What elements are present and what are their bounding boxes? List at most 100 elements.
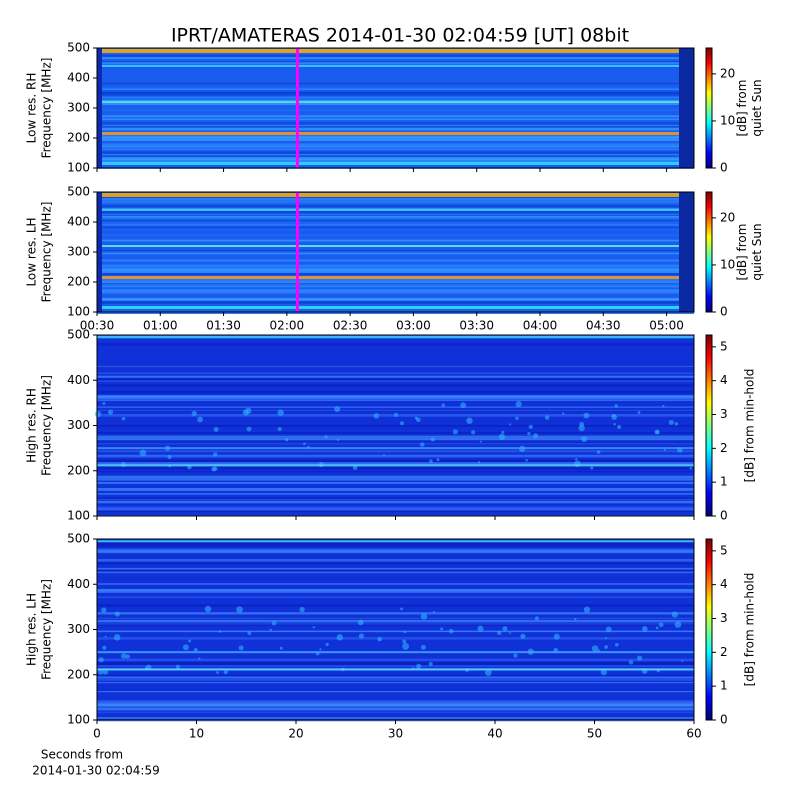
spectrogram-blob [637, 655, 643, 661]
spectrogram-stripe [97, 384, 694, 387]
spectrogram-stripe [97, 514, 694, 517]
spectrogram-stripe [97, 239, 694, 242]
spectrogram-stripe [97, 139, 694, 141]
spectrogram-blob [236, 606, 243, 613]
spectrogram-blob [213, 452, 218, 457]
colorbar [705, 334, 713, 517]
spectrogram-stripe [97, 125, 694, 128]
spectrogram-stripe [97, 57, 694, 60]
spectrogram-blob [352, 465, 358, 470]
y-tick-label: 300 [67, 418, 90, 432]
spectrogram-blob [440, 627, 444, 631]
y-tick-label: 100 [67, 509, 90, 523]
spectrogram-stripe [97, 372, 694, 374]
spectrogram-stripe [97, 251, 694, 254]
spectrogram-stripe [97, 617, 694, 620]
spectrogram-blob [324, 435, 328, 439]
colorbar-tick-label: 5 [720, 339, 728, 353]
spectrogram-stripe [97, 431, 694, 434]
spectrogram-blob [198, 657, 201, 660]
spectrogram-blob [334, 406, 341, 413]
spectrogram-edge [97, 48, 102, 168]
spectrogram-stripe [97, 288, 694, 292]
spectrogram-stripe [97, 87, 694, 90]
spectrogram-stripe [97, 562, 694, 565]
y-tick-label: 200 [67, 463, 90, 477]
spectrogram-blob [269, 628, 272, 632]
spectrogram-stripe [97, 449, 694, 453]
spectrogram-stripe [97, 267, 694, 271]
spectrogram-stripe [97, 57, 694, 59]
spectrogram-blob [299, 606, 305, 613]
spectrogram-band [97, 162, 694, 165]
spectrogram-stripe [97, 99, 694, 102]
x-tick-label: 02:00 [270, 319, 305, 333]
spectrogram-blob [414, 416, 418, 420]
spectrogram-stripe [97, 96, 694, 99]
spectrogram-blob [94, 410, 102, 418]
y-tick-label: 500 [67, 328, 90, 342]
colorbar [705, 538, 713, 721]
spectrogram-stripe [97, 678, 694, 681]
x-tick-label: 04:00 [523, 319, 558, 333]
spectrogram-band [97, 245, 694, 247]
spectrogram-blob [429, 459, 433, 463]
spectrogram-stripe [97, 541, 694, 545]
spectrogram-blob [581, 436, 588, 443]
spectrogram-stripe [97, 123, 694, 126]
spectrogram-blob [246, 426, 252, 432]
spectrogram-stripe [97, 148, 694, 151]
spectrogram-stripe [97, 591, 694, 593]
spectrogram-blob [466, 417, 473, 425]
spectrogram-stripe [97, 205, 694, 209]
spectrogram-blob [613, 422, 616, 426]
spectrogram-stripe [97, 272, 694, 276]
y-axis-label: Low res. RH [25, 73, 39, 144]
y-tick-label: 200 [67, 275, 90, 289]
spectrogram-stripe [97, 493, 694, 496]
colorbar-tick-label: 1 [720, 679, 728, 693]
spectrogram-stripe [97, 409, 694, 412]
spectrogram-stripe [97, 249, 694, 252]
spectrogram-blob [121, 416, 126, 421]
x-tick-label: 04:30 [586, 319, 621, 333]
spectrogram-blob [528, 424, 533, 429]
spectrogram-blob [498, 433, 506, 441]
spectrogram-blob [663, 448, 666, 452]
spectrogram-stripe [97, 108, 694, 111]
y-tick-label: 400 [67, 215, 90, 229]
y-axis-label: Frequency [MHz] [40, 58, 54, 159]
y-tick-label: 200 [67, 667, 90, 681]
spectrogram-stripe [97, 612, 694, 615]
spectrogram-stripe [97, 151, 694, 154]
spectrogram-stripe [97, 583, 694, 585]
spectrogram-blob [575, 457, 578, 461]
colorbar-label: quiet Sun [750, 223, 764, 280]
spectrogram-blob [188, 639, 192, 643]
spectrogram-stripe [97, 154, 694, 158]
spectrogram-stripe [97, 196, 694, 198]
spectrogram-blob [583, 606, 591, 613]
spectrogram-blob [416, 663, 422, 669]
spectrogram-blob [430, 437, 435, 442]
x-tick-label: 50 [587, 727, 602, 741]
spectrogram-blob [101, 607, 107, 613]
spectrogram-blob [104, 635, 107, 638]
spectrogram-blob [402, 639, 407, 644]
spectrogram-blob [501, 430, 505, 434]
y-tick-label: 500 [67, 41, 90, 55]
colorbar-tick-label: 0 [720, 305, 728, 319]
spectrogram-blob [218, 630, 222, 633]
spectrogram-stripe [97, 282, 694, 284]
spectrogram-stripe [97, 199, 694, 201]
spectrogram-blob [139, 449, 147, 457]
spectrogram-blob [668, 419, 674, 425]
spectrogram-edge [679, 192, 694, 312]
y-axis-label: Frequency [MHz] [40, 202, 54, 303]
spectrogram-band [97, 209, 694, 211]
spectrogram-band [97, 447, 694, 450]
y-tick-label: 100 [67, 713, 90, 727]
spectrogram-stripe [97, 380, 694, 382]
spectrogram-blob [579, 421, 585, 427]
